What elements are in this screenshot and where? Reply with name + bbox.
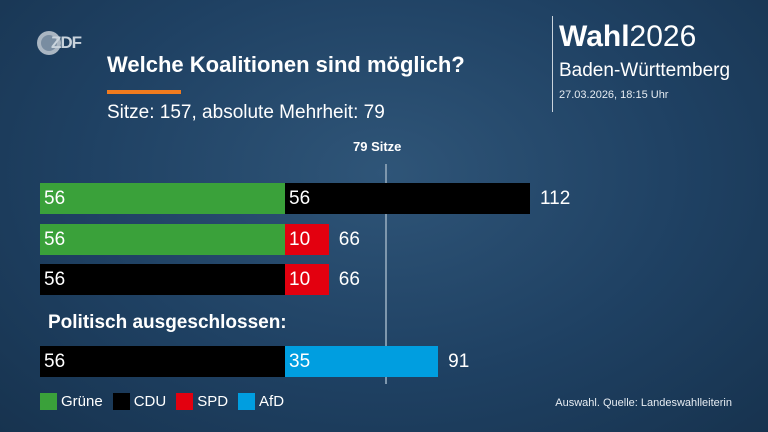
legend-label: Grüne xyxy=(61,393,103,410)
legend-item: CDU xyxy=(112,393,167,410)
legend-swatch xyxy=(112,393,130,410)
region-label: Baden-Württemberg xyxy=(559,60,731,81)
header-divider xyxy=(552,16,553,112)
bar-segment-afd: 35 xyxy=(285,346,439,377)
chart-subtitle: Sitze: 157, absolute Mehrheit: 79 xyxy=(107,102,385,123)
brand-year: 2026 xyxy=(629,20,697,53)
bar-segment-cdu: 56 xyxy=(40,264,285,295)
legend-item: AfD xyxy=(238,393,284,410)
legend-swatch xyxy=(40,393,57,410)
bar-segment-cdu: 56 xyxy=(40,346,285,377)
zdf-logo-text: ZDF xyxy=(51,33,82,52)
majority-label: 79 Sitze xyxy=(353,139,402,154)
title-accent-rule xyxy=(107,90,181,94)
bar-total-label: 112 xyxy=(540,188,571,209)
bar-total-label: 66 xyxy=(338,229,360,250)
legend-swatch xyxy=(176,393,194,410)
chart-title: Welche Koalitionen sind möglich? xyxy=(107,52,465,77)
bar-segment-grne: 56 xyxy=(40,183,285,214)
zdf-logo-icon xyxy=(37,31,61,55)
legend-label: AfD xyxy=(259,393,285,410)
bar-segment-grne: 56 xyxy=(40,224,285,255)
bar-segment-cdu: 56 xyxy=(285,183,530,214)
timestamp: 27.03.2026, 18:15 Uhr xyxy=(559,89,669,101)
brand-wordmark: Wahl2026 xyxy=(559,20,696,54)
legend-item: Grüne xyxy=(40,393,103,410)
bar-segment-spd: 10 xyxy=(285,264,329,295)
legend-swatch xyxy=(238,393,256,410)
brand-bold: Wahl xyxy=(559,20,630,53)
legend: Grüne CDU SPD AfD xyxy=(40,393,294,410)
legend-label: CDU xyxy=(133,393,167,410)
source-note: Auswahl. Quelle: Landeswahlleiterin xyxy=(555,397,732,409)
bar-total-label: 91 xyxy=(448,351,470,372)
majority-line xyxy=(384,164,387,384)
bar-segment-spd: 10 xyxy=(285,224,329,255)
legend-label: SPD xyxy=(197,393,229,410)
bar-total-label: 66 xyxy=(338,269,360,290)
excluded-section-label: Politisch ausgeschlossen: xyxy=(48,312,287,333)
legend-item: SPD xyxy=(176,393,228,410)
